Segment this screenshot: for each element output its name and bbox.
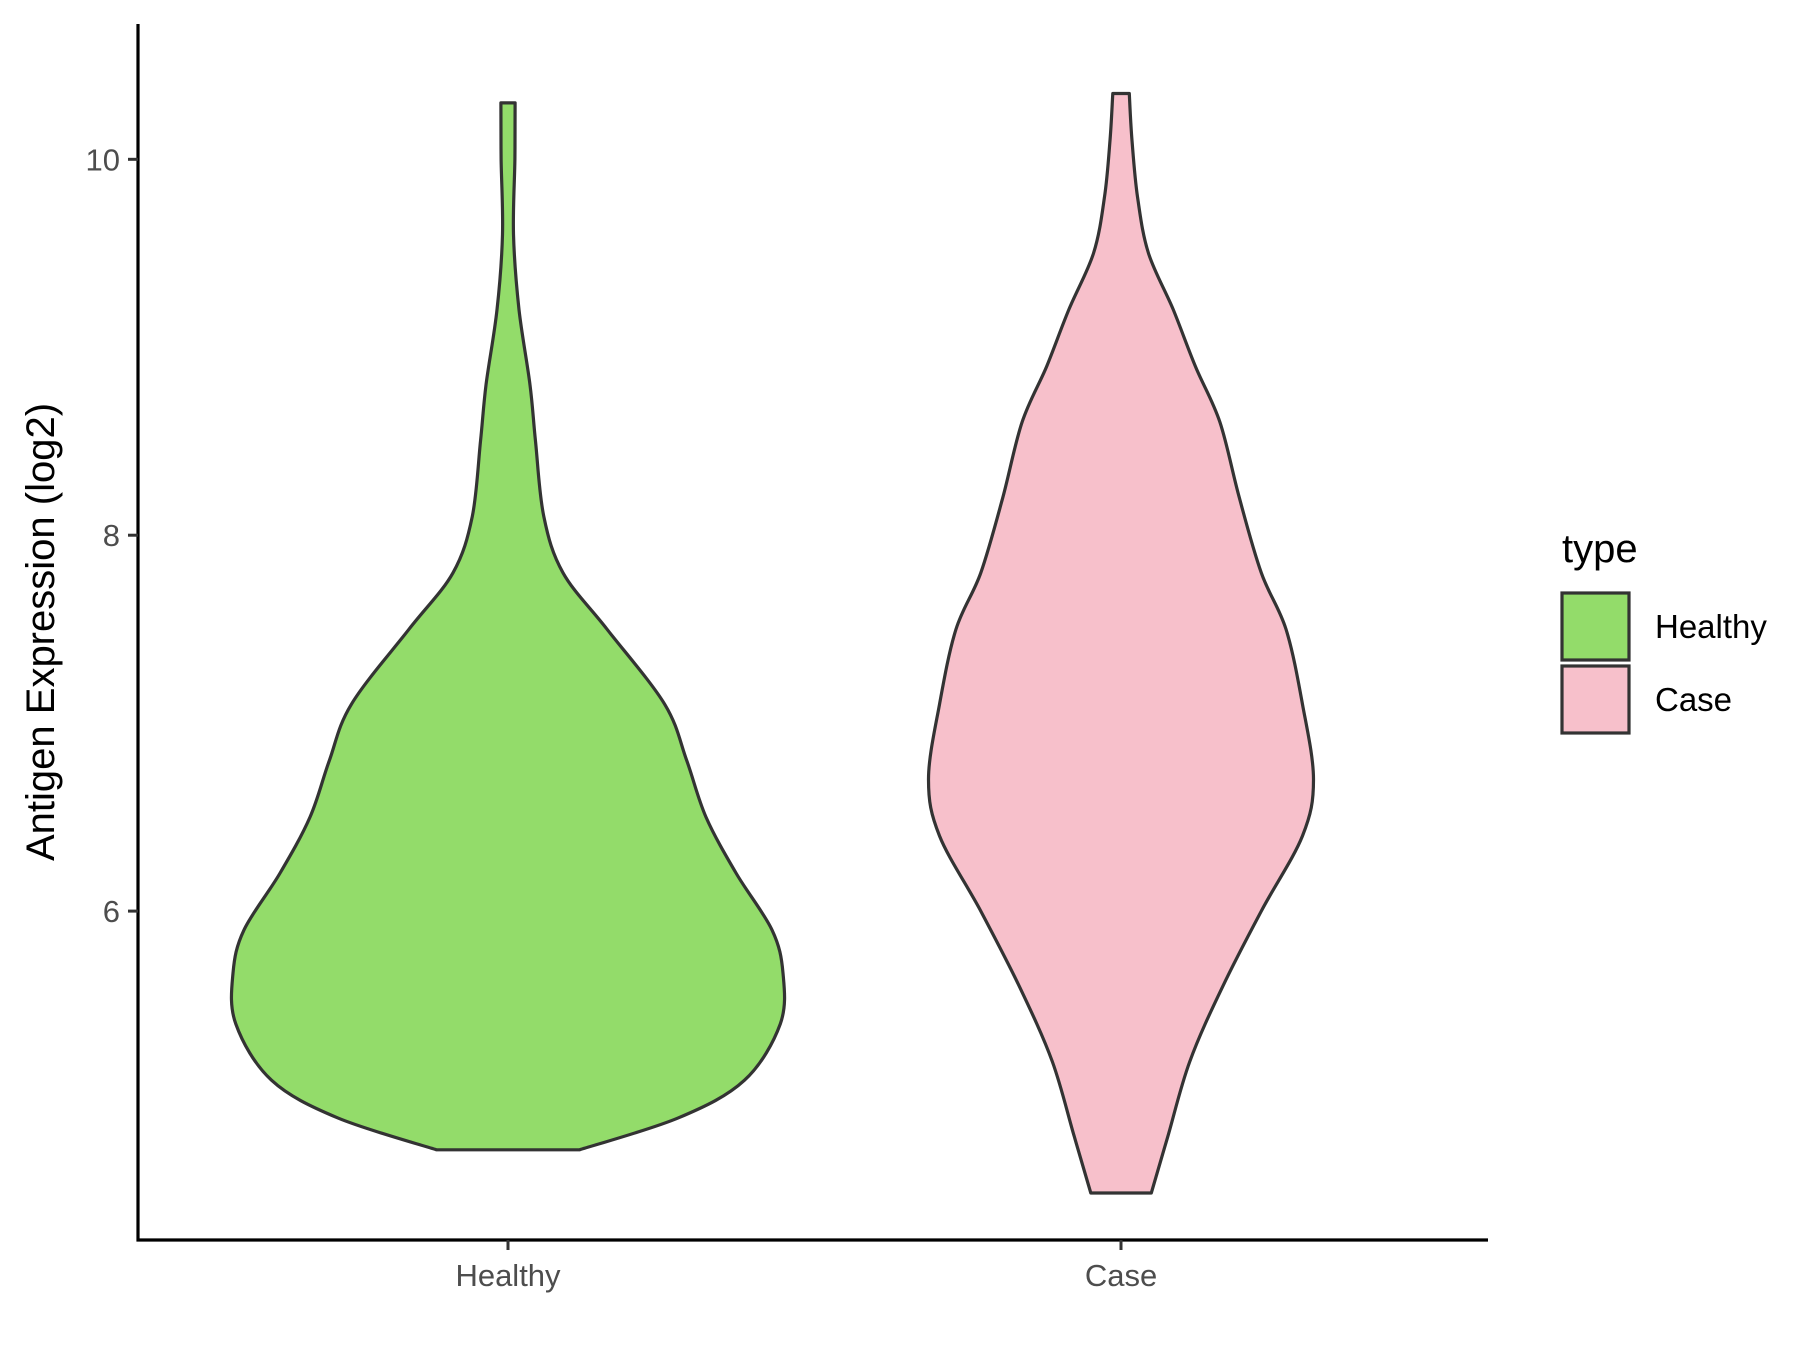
axes: 6 8 10 Healthy Case	[86, 24, 1488, 1293]
legend-label-healthy: Healthy	[1655, 608, 1767, 645]
violin-layer	[229, 91, 1316, 1195]
legend-label-case: Case	[1655, 681, 1732, 718]
x-tick-label: Case	[1085, 1258, 1157, 1293]
legend-title: type	[1562, 527, 1638, 571]
legend: type Healthy Case	[1560, 527, 1767, 735]
y-axis-title: Antigen Expression (log2)	[19, 403, 63, 861]
y-tick-label: 6	[103, 894, 120, 929]
violin-healthy	[229, 101, 787, 1152]
legend-key-healthy	[1560, 591, 1631, 662]
y-tick-label: 8	[103, 518, 120, 553]
violin-case	[926, 91, 1316, 1195]
legend-key-case	[1560, 664, 1631, 735]
y-tick-label: 10	[86, 142, 120, 177]
x-tick-label: Healthy	[455, 1258, 561, 1293]
